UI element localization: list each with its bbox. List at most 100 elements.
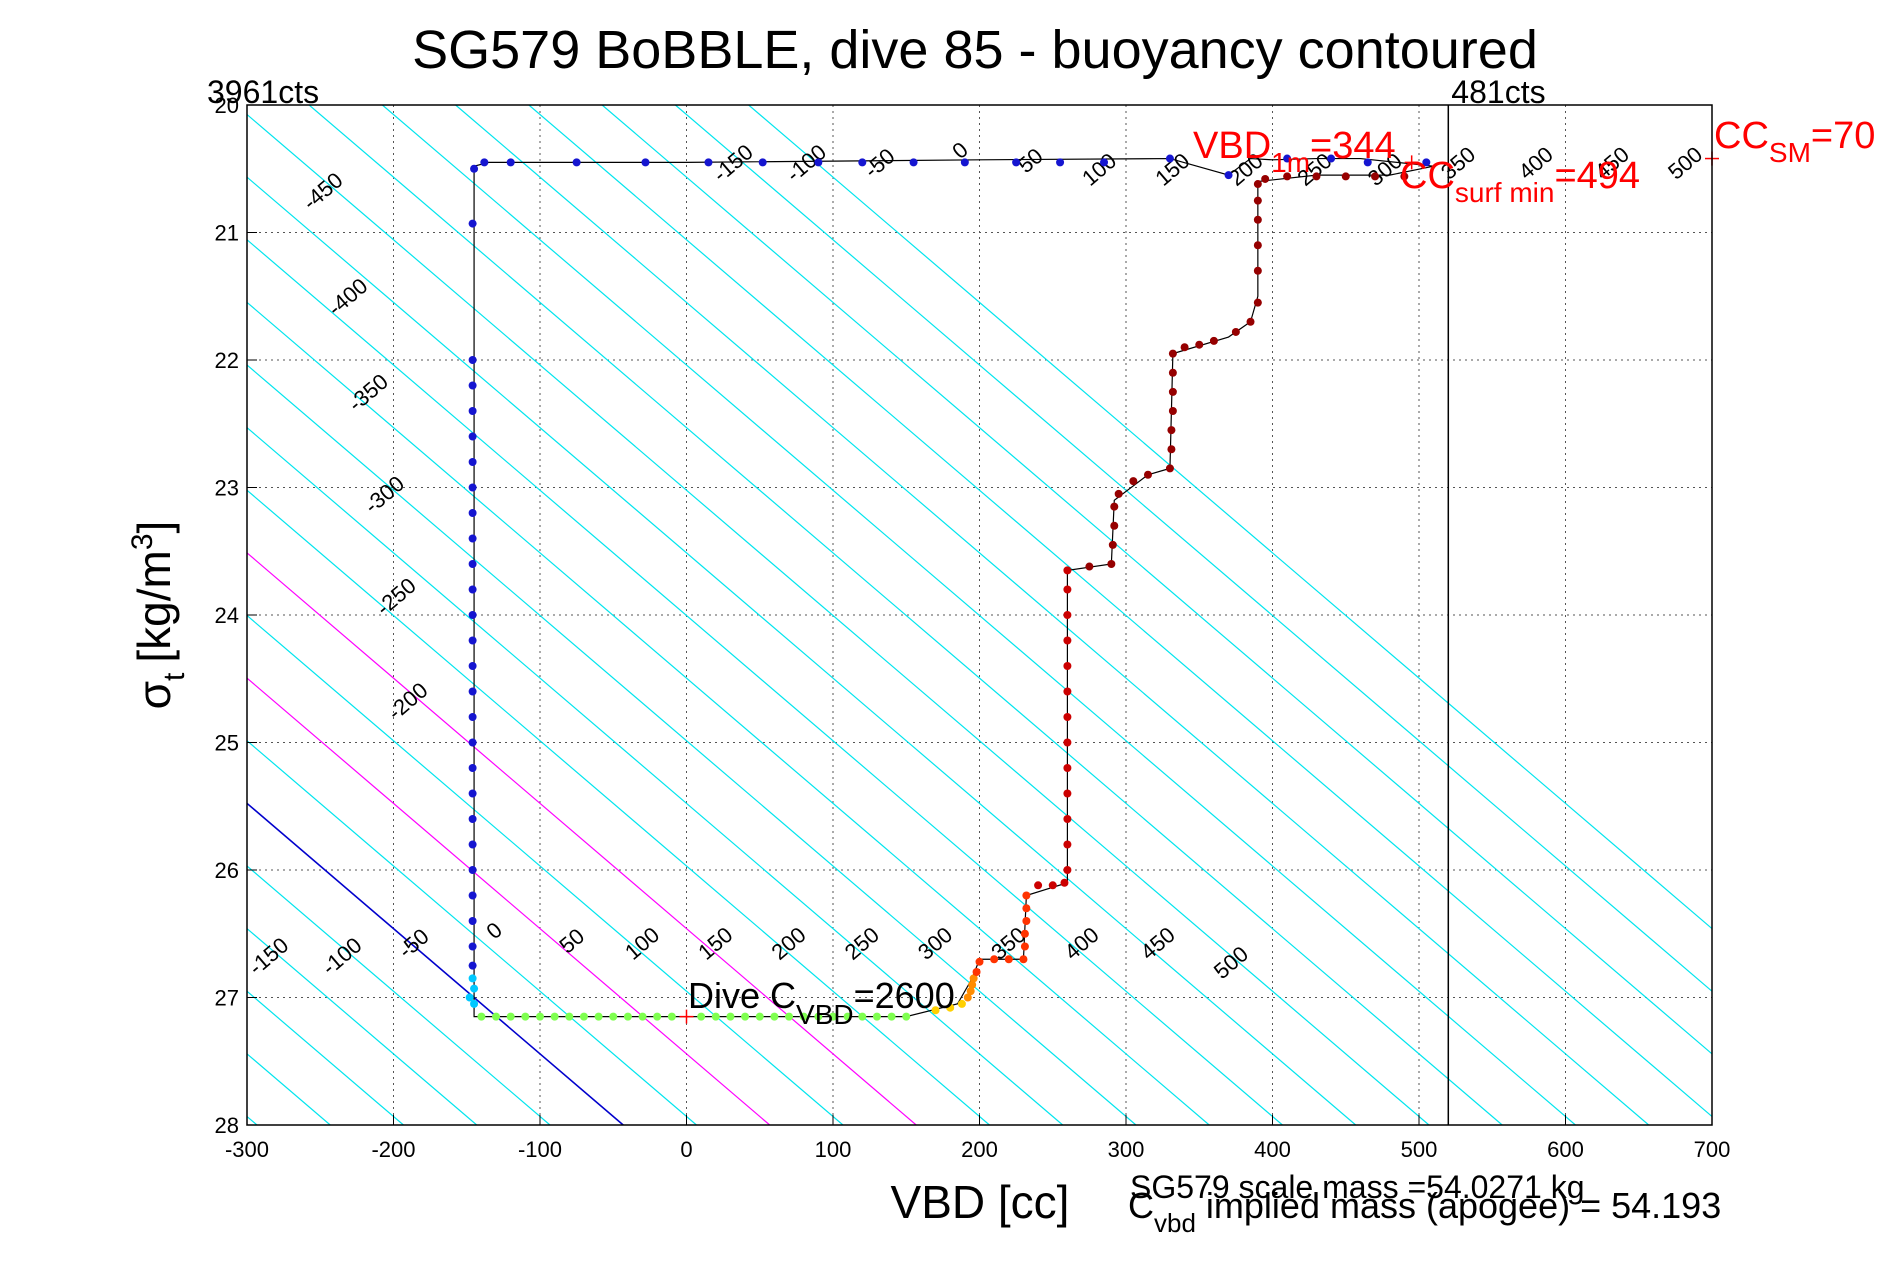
data-point-6-4 xyxy=(1063,840,1072,849)
x-tick--200: -200 xyxy=(371,1137,415,1162)
implied-main: C xyxy=(1128,1185,1154,1226)
data-point-5-6 xyxy=(1020,929,1029,938)
y-axis-units: [kg/m xyxy=(128,550,180,662)
data-point-0-30 xyxy=(468,585,477,594)
data-point-2-22 xyxy=(814,1012,823,1021)
data-point-6-0 xyxy=(1034,881,1043,890)
data-point-7-5 xyxy=(1114,489,1123,498)
data-point-6-5 xyxy=(1063,815,1072,823)
chart-title: SG579 BoBBLE, dive 85 - buoyancy contour… xyxy=(412,20,1538,80)
y-tick-21: 21 xyxy=(215,221,239,246)
contour-label-26: 150 xyxy=(693,922,737,965)
data-point-0-8 xyxy=(858,158,867,167)
data-point-7-17 xyxy=(1209,336,1218,345)
right-counts-label: 481cts xyxy=(1451,74,1545,110)
contour-label-31: 400 xyxy=(1059,922,1103,965)
data-point-5-5 xyxy=(1020,942,1029,951)
contour-label-0: -450 xyxy=(298,167,348,215)
data-point-1-2 xyxy=(465,993,474,1002)
data-point-0-18 xyxy=(1363,158,1372,167)
counts-lines: 3961cts 481cts xyxy=(207,74,1546,1125)
data-point-6-7 xyxy=(1063,764,1072,772)
data-point-0-7 xyxy=(814,158,823,167)
data-point-7-30 xyxy=(1371,172,1380,181)
data-point-2-6 xyxy=(565,1012,574,1021)
data-point-7-31 xyxy=(1400,172,1409,181)
y-axis-label: σt [kg/m3] xyxy=(126,521,191,710)
data-point-2-18 xyxy=(755,1012,764,1021)
vbd-1m-sub: 1m xyxy=(1271,147,1310,178)
y-axis-sigma: σ xyxy=(128,681,180,709)
y-tick-25: 25 xyxy=(215,731,239,756)
data-point-0-14 xyxy=(1165,154,1174,163)
data-point-0-45 xyxy=(468,961,477,970)
contour-line-250 xyxy=(247,489,990,1125)
contour-line-400 xyxy=(247,301,1210,1125)
contour-label-6: -150 xyxy=(708,139,758,187)
x-tick--300: -300 xyxy=(225,1137,269,1162)
x-tick-labels: -300 -200 -100 0 100 200 300 400 500 600 700 xyxy=(225,1115,1730,1162)
data-point-0-32 xyxy=(468,636,477,645)
data-point-0-2 xyxy=(506,158,515,167)
x-axis-label: VBD [cc] xyxy=(891,1176,1070,1228)
data-point-2-13 xyxy=(667,1012,676,1021)
data-point-0-35 xyxy=(468,713,477,721)
data-point-0-6 xyxy=(758,158,767,167)
data-point-7-25 xyxy=(1253,180,1262,189)
data-point-0-19 xyxy=(1422,158,1431,167)
contour-line-900 xyxy=(748,105,1712,930)
x-tick-500: 500 xyxy=(1401,1137,1438,1162)
contour-line--350 xyxy=(0,105,110,1125)
data-point-0-27 xyxy=(468,509,477,517)
trajectory-line xyxy=(473,157,1434,1018)
contour-label-1: -400 xyxy=(323,273,373,321)
left-counts-label: 3961cts xyxy=(207,74,319,110)
dive-cvbd-annotation: Dive CVBD=2600 xyxy=(688,975,955,1030)
data-point-2-11 xyxy=(638,1012,647,1021)
y-tick-28: 28 xyxy=(215,1113,239,1138)
cc-sm-annotation: CCSM=70 xyxy=(1714,115,1875,168)
y-tick-27: 27 xyxy=(215,986,239,1011)
x-tick-100: 100 xyxy=(815,1137,852,1162)
data-point-6-12 xyxy=(1063,636,1072,645)
data-point-7-11 xyxy=(1168,407,1177,415)
x-tick--100: -100 xyxy=(518,1137,562,1162)
scale-mass-annotation: SG579 scale mass =54.0271 kg xyxy=(1130,1169,1585,1205)
vbd-1m-annotation: VBD1m=344 xyxy=(1193,125,1396,178)
data-point-0-34 xyxy=(468,687,477,696)
data-point-7-16 xyxy=(1195,340,1204,349)
data-point-1-1 xyxy=(470,984,479,993)
data-point-0-29 xyxy=(468,560,477,568)
cc-surf-main: CC xyxy=(1400,155,1455,197)
data-point-0-10 xyxy=(960,158,969,167)
data-point-0-37 xyxy=(468,764,477,772)
data-point-0-41 xyxy=(468,866,477,874)
data-point-2-27 xyxy=(887,1012,896,1021)
data-point-6-6 xyxy=(1063,789,1072,798)
contour-label-2: -350 xyxy=(343,369,393,417)
data-point-7-24 xyxy=(1253,196,1262,205)
contour-label-19: 500 xyxy=(1663,142,1707,185)
data-point-2-24 xyxy=(843,1012,852,1021)
x-tick-400: 400 xyxy=(1254,1137,1291,1162)
x-tick-300: 300 xyxy=(1108,1137,1145,1162)
data-point-7-6 xyxy=(1129,477,1138,486)
data-point-7-21 xyxy=(1253,266,1262,275)
data-point-0-23 xyxy=(468,407,477,415)
y-tick-23: 23 xyxy=(215,476,239,501)
contour-line-500 xyxy=(247,176,1357,1125)
data-point-2-12 xyxy=(653,1012,662,1021)
contour-line-650 xyxy=(381,105,1576,1125)
data-point-0-40 xyxy=(468,840,477,849)
data-point-0-26 xyxy=(468,483,477,492)
data-point-4-1 xyxy=(966,987,975,996)
data-point-0-36 xyxy=(468,738,477,747)
data-point-2-2 xyxy=(506,1012,515,1021)
data-point-2-4 xyxy=(536,1012,544,1021)
data-point-3-2 xyxy=(957,999,966,1008)
contour-label-12: 150 xyxy=(1150,148,1194,191)
y-tick-22: 22 xyxy=(215,348,239,373)
contour-label-5: -200 xyxy=(383,677,433,725)
data-point-0-43 xyxy=(468,917,477,925)
